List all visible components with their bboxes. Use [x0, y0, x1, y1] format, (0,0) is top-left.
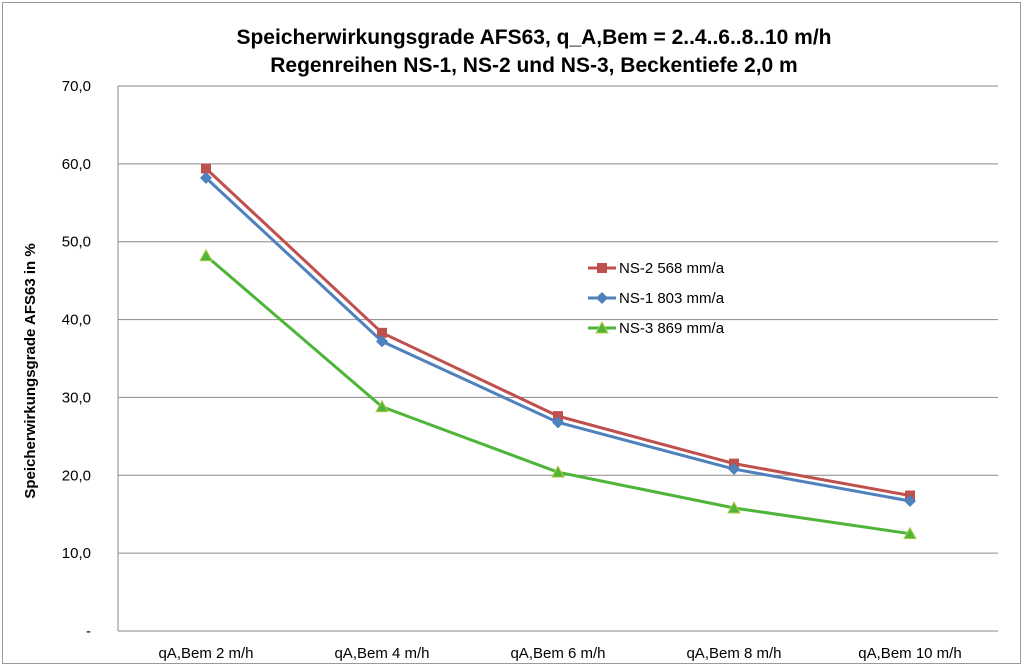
- x-tick-label: qA,Bem 6 m/h: [510, 645, 605, 662]
- data-point: [728, 463, 740, 476]
- x-tick-label: qA,Bem 10 m/h: [858, 645, 961, 662]
- data-point: [904, 494, 916, 507]
- legend-label: NS-1 803 mm/a: [619, 290, 725, 307]
- legend-entry: NS-2 568 mm/a: [588, 260, 725, 277]
- x-tick-label: qA,Bem 4 m/h: [334, 645, 429, 662]
- data-point: [199, 248, 213, 262]
- y-tick-label: -: [86, 623, 91, 640]
- data-point: [727, 500, 741, 514]
- line-chart: Speicherwirkungsgrade AFS63, q_A,Bem = 2…: [22, 26, 998, 662]
- legend-label: NS-2 568 mm/a: [619, 260, 725, 277]
- y-tick-label: 40,0: [62, 312, 91, 329]
- data-point: [200, 171, 212, 184]
- data-point: [903, 526, 917, 540]
- legend: NS-2 568 mm/a NS-1 803 mm/a NS-3 869 mm/a: [588, 260, 725, 337]
- x-tick-label: qA,Bem 2 m/h: [158, 645, 253, 662]
- legend-swatch-marker: [597, 263, 607, 273]
- data-point: [553, 411, 563, 422]
- chart-title: Speicherwirkungsgrade AFS63, q_A,Bem = 2…: [236, 26, 831, 49]
- data-point: [376, 335, 388, 348]
- data-point: [552, 416, 564, 429]
- series-group: [199, 163, 917, 540]
- gridlines: [118, 85, 998, 554]
- data-point: [551, 465, 565, 478]
- y-tick-label: 50,0: [62, 234, 91, 251]
- series-line: [204, 167, 911, 498]
- series-ns-3: [199, 248, 917, 540]
- legend-entry: NS-1 803 mm/a: [588, 290, 725, 307]
- legend-swatch-marker: [595, 320, 609, 334]
- data-point: [201, 163, 211, 174]
- y-tick-label: 30,0: [62, 389, 91, 406]
- y-tick-label: 60,0: [62, 156, 91, 173]
- chart-subtitle: Regenreihen NS-1, NS-2 und NS-3, Beckent…: [270, 54, 797, 77]
- y-axis-label: Speicherwirkungsgrade AFS63 in %: [22, 243, 39, 498]
- y-tick-label: 20,0: [62, 467, 91, 484]
- series-ns-2: [201, 163, 915, 501]
- x-tick-label: qA,Bem 8 m/h: [686, 645, 781, 662]
- data-point: [377, 327, 387, 338]
- data-point: [375, 399, 389, 413]
- y-tick-label: 70,0: [62, 78, 91, 95]
- legend-label: NS-3 869 mm/a: [619, 320, 725, 337]
- series-line: [205, 254, 911, 536]
- legend-swatch-marker: [596, 292, 608, 304]
- legend-entry: NS-3 869 mm/a: [588, 320, 725, 337]
- series-line: [204, 176, 911, 503]
- series-ns-1: [200, 171, 916, 507]
- y-tick-label: 10,0: [62, 545, 91, 562]
- axes: - 10,0 20,0 30,0 40,0 50,0 60,0 70,0 qA,Bem 2 m/…: [62, 78, 998, 662]
